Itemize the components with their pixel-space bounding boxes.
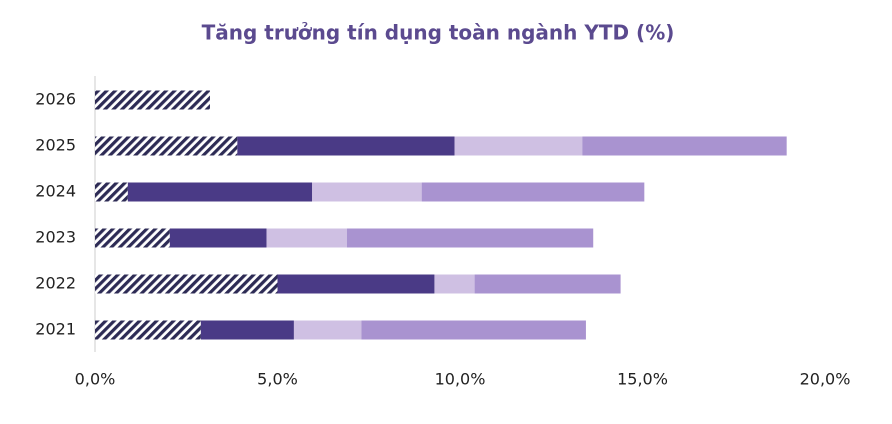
bar-segment (421, 182, 645, 202)
bar-segment (293, 320, 362, 340)
bar-segment (474, 274, 621, 294)
chart-title: Tăng trưởng tín dụng toàn ngành YTD (%) (202, 21, 675, 45)
x-tick-label: 5,0% (257, 370, 298, 389)
bar-segment (312, 182, 422, 202)
bar-segment (582, 136, 787, 156)
bar-segment (127, 182, 313, 202)
bar-segment (200, 320, 294, 340)
bar-segment (361, 320, 586, 340)
x-tick-label: 15,0% (617, 370, 668, 389)
x-tick-label: 0,0% (75, 370, 116, 389)
bar-segment (277, 274, 435, 294)
x-tick-label: 20,0% (800, 370, 851, 389)
bar-segment (95, 320, 201, 340)
bar-segment (169, 228, 267, 248)
y-tick-label: 2026 (35, 90, 76, 109)
y-tick-label: 2023 (35, 228, 76, 247)
bar-segment (454, 136, 583, 156)
y-tick-label: 2021 (35, 320, 76, 339)
bar-segment (237, 136, 455, 156)
bar-segment (95, 182, 128, 202)
y-tick-label: 2022 (35, 274, 76, 293)
bar-segment (95, 136, 238, 156)
bar-segment (266, 228, 347, 248)
bar-segment (434, 274, 475, 294)
bar-segment (95, 228, 170, 248)
bar-segment (346, 228, 594, 248)
bar-segment (95, 90, 210, 110)
x-tick-label: 10,0% (435, 370, 486, 389)
y-tick-label: 2024 (35, 182, 76, 201)
bar-segment (95, 274, 278, 294)
y-tick-label: 2025 (35, 136, 76, 155)
